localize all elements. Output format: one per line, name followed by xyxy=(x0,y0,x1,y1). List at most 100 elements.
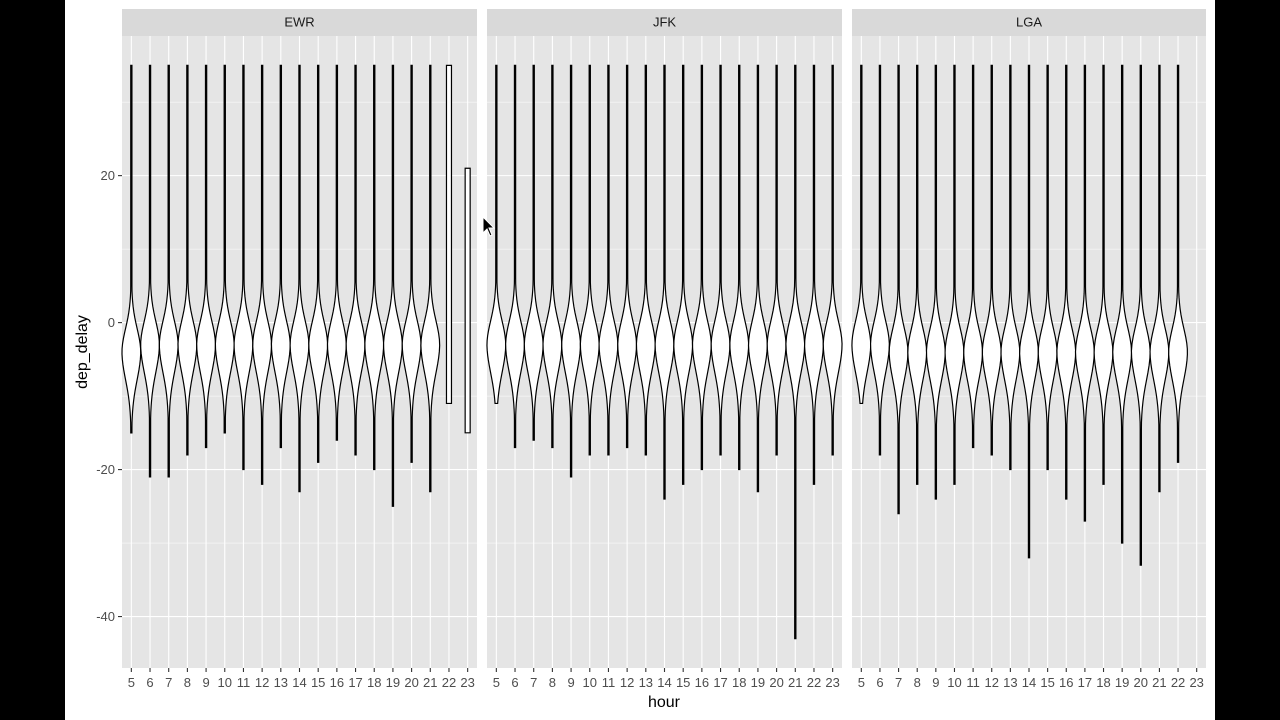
violin-jfk-15 xyxy=(673,64,694,485)
violin-jfk-11 xyxy=(598,64,619,456)
violin-jfk-20 xyxy=(766,64,787,456)
facet-panel-jfk: JFK 5 6 7 8 9 10 11 12 13 14 15 16 17 18 19 20 21 22 23 xyxy=(486,9,843,690)
x-tick-label: 9 xyxy=(567,675,574,690)
violin-lga-22 xyxy=(1168,64,1188,463)
violin-ewr-18 xyxy=(364,64,385,471)
violin-ewr-22 xyxy=(445,64,453,405)
facet-panel-lga: LGA 5 6 7 8 9 10 11 12 13 14 15 16 17 18 19 20 21 22 23 xyxy=(851,9,1206,690)
violin-ewr-13 xyxy=(270,64,291,449)
x-tick-label: 7 xyxy=(530,675,537,690)
x-tick-label: 19 xyxy=(1115,675,1129,690)
mouse-cursor-icon xyxy=(482,215,496,237)
violin-ewr-9 xyxy=(196,64,217,449)
x-tick-label: 7 xyxy=(895,675,902,690)
x-tick-label: 19 xyxy=(386,675,400,690)
x-tick-label: 14 xyxy=(657,675,671,690)
x-tick-label: 10 xyxy=(583,675,597,690)
x-tick-label: 16 xyxy=(330,675,344,690)
x-tick-label: 15 xyxy=(311,675,325,690)
x-tick-label: 11 xyxy=(237,675,251,690)
x-tick-label: 8 xyxy=(549,675,556,690)
facet-strip xyxy=(487,9,842,36)
violin-jfk-12 xyxy=(617,64,638,449)
x-tick-label: 10 xyxy=(947,675,961,690)
x-tick-label: 14 xyxy=(1022,675,1036,690)
x-tick-label: 12 xyxy=(985,675,999,690)
violin-ewr-23 xyxy=(464,167,471,434)
x-tick-label: 6 xyxy=(511,675,518,690)
facet-strip-label: EWR xyxy=(284,15,314,30)
x-tick-label: 21 xyxy=(423,675,437,690)
violin-lga-16 xyxy=(1056,64,1077,500)
x-tick-label: 16 xyxy=(1059,675,1073,690)
x-tick-label: 8 xyxy=(184,675,191,690)
x-tick-label: 12 xyxy=(255,675,269,690)
violin-ewr-6 xyxy=(140,64,160,478)
x-tick-label: 17 xyxy=(348,675,362,690)
violin-jfk-17 xyxy=(710,64,731,456)
violin-ewr-15 xyxy=(308,64,329,463)
violin-lga-15 xyxy=(1037,64,1058,471)
violin-jfk-6 xyxy=(505,64,526,449)
x-tick-label: 19 xyxy=(751,675,765,690)
x-tick-label: 22 xyxy=(1171,675,1185,690)
violin-ewr-11 xyxy=(233,64,254,471)
violin-lga-11 xyxy=(963,64,984,449)
violin-ewr-10 xyxy=(214,64,235,434)
x-tick-label: 13 xyxy=(1003,675,1017,690)
x-tick-label: 18 xyxy=(1096,675,1110,690)
violin-jfk-18 xyxy=(729,64,750,471)
violin-ewr-19 xyxy=(382,64,403,507)
x-tick-label: 5 xyxy=(493,675,500,690)
violin-lga-14 xyxy=(1019,64,1039,559)
violin-jfk-13 xyxy=(635,64,656,456)
x-tick-label: 10 xyxy=(218,675,232,690)
violin-lga-9 xyxy=(925,64,946,500)
x-tick-label: 11 xyxy=(966,675,980,690)
x-tick-label: 6 xyxy=(876,675,883,690)
facet-panel-ewr: EWR 5 6 7 8 9 10 11 12 13 14 15 16 17 18 19 20 21 22 23 xyxy=(121,9,477,690)
violin-jfk-22 xyxy=(804,64,824,485)
x-tick-label: 13 xyxy=(274,675,288,690)
violin-lga-17 xyxy=(1074,64,1095,522)
y-tick-label: -40 xyxy=(96,609,115,624)
violin-lga-8 xyxy=(907,64,928,485)
x-tick-label: 17 xyxy=(1078,675,1092,690)
violin-ewr-8 xyxy=(177,64,198,456)
violin-lga-6 xyxy=(869,64,890,456)
x-tick-label: 20 xyxy=(404,675,418,690)
violin-jfk-8 xyxy=(542,64,563,449)
violin-ewr-17 xyxy=(345,64,366,456)
violin-jfk-19 xyxy=(747,64,768,493)
x-tick-label: 20 xyxy=(1134,675,1148,690)
violin-jfk-23 xyxy=(822,64,843,456)
violin-jfk-10 xyxy=(579,64,600,456)
facet-strip-label: LGA xyxy=(1016,15,1042,30)
facet-strip xyxy=(852,9,1206,36)
x-tick-label: 9 xyxy=(202,675,209,690)
x-tick-label: 5 xyxy=(858,675,865,690)
y-tick-label: 20 xyxy=(101,168,115,183)
x-tick-label: 6 xyxy=(146,675,153,690)
x-axis-title: hour xyxy=(648,694,681,711)
y-tick-label: -20 xyxy=(96,462,115,477)
violin-jfk-14 xyxy=(654,64,675,500)
violin-jfk-7 xyxy=(523,64,544,441)
facet-strip-label: JFK xyxy=(653,15,676,30)
violin-ewr-12 xyxy=(252,64,273,485)
violin-ewr-7 xyxy=(158,64,179,478)
x-tick-label: 22 xyxy=(807,675,821,690)
violin-lga-19 xyxy=(1112,64,1133,544)
violin-lga-10 xyxy=(944,64,965,485)
violin-ewr-21 xyxy=(420,64,441,493)
x-tick-label: 15 xyxy=(1040,675,1054,690)
x-tick-label: 13 xyxy=(639,675,653,690)
violin-jfk-16 xyxy=(691,64,712,471)
x-tick-label: 20 xyxy=(769,675,783,690)
x-tick-label: 11 xyxy=(602,675,616,690)
violin-jfk-21 xyxy=(785,64,806,640)
x-tick-label: 9 xyxy=(932,675,939,690)
x-tick-label: 12 xyxy=(620,675,634,690)
violin-ewr-5 xyxy=(121,64,142,434)
x-tick-label: 21 xyxy=(1152,675,1166,690)
